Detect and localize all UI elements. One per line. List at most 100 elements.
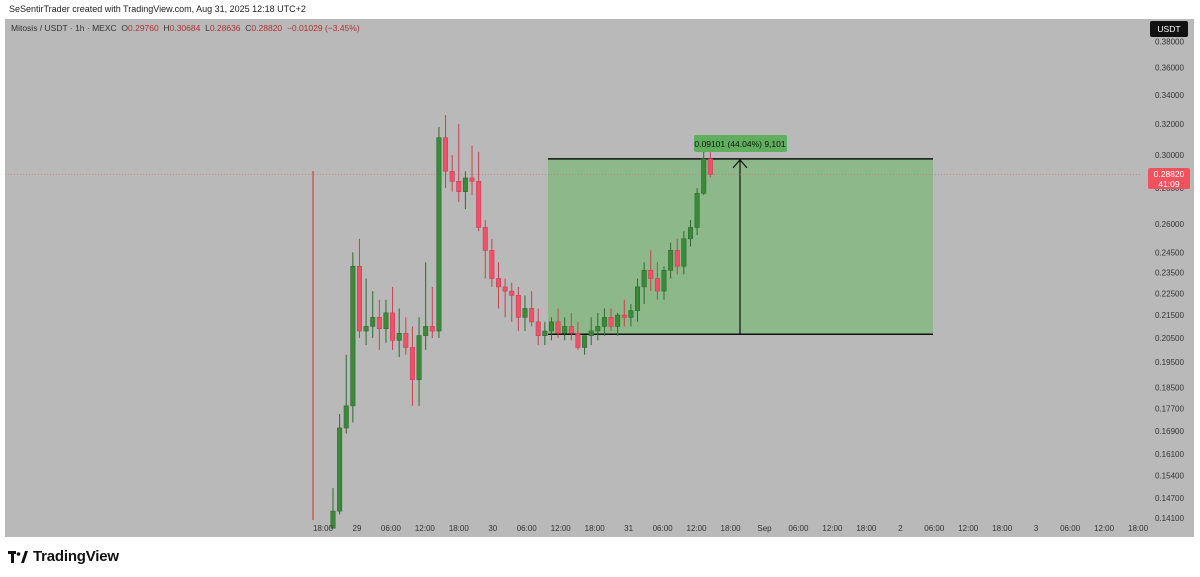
candle-body xyxy=(489,250,495,279)
candle-up xyxy=(396,308,402,358)
change-value: −0.01029 (−3.45%) xyxy=(286,23,360,33)
x-tick-label: 2 xyxy=(898,524,903,533)
candle-body xyxy=(588,330,594,336)
candle-up xyxy=(343,354,349,434)
candle-body xyxy=(575,333,581,348)
candle-down xyxy=(575,321,581,350)
candle-body xyxy=(681,238,687,267)
close-value: 0.28820 xyxy=(251,23,283,33)
x-tick-label: 18:00 xyxy=(856,524,877,533)
candle-up xyxy=(462,171,468,210)
open-label: O xyxy=(121,23,128,33)
candle-down xyxy=(429,286,435,338)
candle-body xyxy=(648,270,654,279)
open-value: 0.29760 xyxy=(128,23,159,33)
candle-body xyxy=(343,405,349,429)
candle-body xyxy=(363,326,369,332)
candle-body xyxy=(661,270,667,292)
y-tick-label: 0.23500 xyxy=(1155,268,1184,277)
candle-body xyxy=(403,333,409,348)
y-tick-label: 0.16900 xyxy=(1155,427,1184,436)
candle-up xyxy=(694,188,700,235)
candle-up xyxy=(595,312,601,341)
y-tick-label: 0.19500 xyxy=(1155,358,1184,367)
candle-up xyxy=(681,231,687,275)
candle-body xyxy=(383,312,389,330)
candle-up xyxy=(363,278,369,346)
candle-body xyxy=(641,270,647,288)
candle-up xyxy=(687,220,693,247)
candle-down xyxy=(502,278,508,318)
candle-body xyxy=(376,317,382,330)
candle-down xyxy=(443,115,449,189)
candle-down xyxy=(456,123,462,203)
y-tick-label: 0.34000 xyxy=(1155,91,1184,100)
low-label: L xyxy=(205,23,210,33)
x-tick-label: 31 xyxy=(624,524,633,533)
candle-body xyxy=(582,335,588,348)
candle-up xyxy=(601,308,607,336)
candle-up xyxy=(337,414,343,515)
candle-up xyxy=(423,262,429,350)
candle-body xyxy=(337,427,343,512)
y-tick-label: 0.32000 xyxy=(1155,120,1184,129)
x-axis: 18:00 29 06:00 12:00 18:00 30 06:00 12:00 18:00 3… xyxy=(313,524,1149,533)
candle-down xyxy=(648,250,654,292)
x-tick-label: 06:00 xyxy=(788,524,809,533)
candle-body xyxy=(542,330,548,336)
x-tick-label: 3 xyxy=(1034,524,1039,533)
candle-body xyxy=(456,181,462,192)
candle-body xyxy=(654,278,660,292)
candle-body xyxy=(409,347,415,380)
candle-body xyxy=(495,278,501,288)
candle-up xyxy=(416,317,422,406)
candle-body xyxy=(621,314,627,318)
x-tick-label: 06:00 xyxy=(1060,524,1081,533)
candle-body xyxy=(694,193,700,228)
plot-area xyxy=(5,115,1140,529)
last-price-tag: 0.28820 41:09 xyxy=(1148,168,1190,189)
y-tick-label: 0.22500 xyxy=(1155,289,1184,298)
candle-body xyxy=(668,250,674,271)
x-tick-label: 12:00 xyxy=(1094,524,1115,533)
candle-up xyxy=(701,148,707,196)
candle-body xyxy=(436,137,442,332)
y-tick-label: 0.17700 xyxy=(1155,405,1184,414)
candle-body xyxy=(443,137,449,172)
y-tick-label: 0.20500 xyxy=(1155,334,1184,343)
candle-body xyxy=(515,295,521,318)
candle-up xyxy=(635,278,641,322)
candle-up xyxy=(542,321,548,346)
candle-down xyxy=(356,238,362,338)
candle-down xyxy=(469,145,475,196)
symbol-name: Mitosis / USDT · 1h · MEXC xyxy=(11,23,117,33)
x-tick-label: 12:00 xyxy=(415,524,436,533)
candle-down xyxy=(509,282,515,322)
currency-badge[interactable]: USDT xyxy=(1150,21,1188,37)
candle-body xyxy=(529,308,535,323)
x-tick-label: 30 xyxy=(488,524,497,533)
y-tick-label: 0.15400 xyxy=(1155,471,1184,480)
candle-body xyxy=(595,326,601,332)
candle-body xyxy=(449,170,455,182)
tradingview-logo[interactable]: TradingView xyxy=(8,548,119,565)
tradingview-logo-icon xyxy=(8,550,28,563)
candle-body xyxy=(687,227,693,240)
y-axis: 0.380000.360000.340000.320000.300000.280… xyxy=(1155,37,1184,522)
measure-label-bg xyxy=(694,135,787,152)
candle-down xyxy=(476,151,482,232)
y-tick-label: 0.14700 xyxy=(1155,494,1184,503)
measure-label-text: 0.09101 (44.04%) 9,101 xyxy=(694,139,785,149)
x-tick-label: Sep xyxy=(757,524,772,533)
candle-body xyxy=(469,177,475,182)
candle-up xyxy=(522,295,528,332)
candle-up xyxy=(383,299,389,343)
chart-caption: SeSentirTrader created with TradingView.… xyxy=(9,4,306,14)
high-value: 0.30684 xyxy=(169,23,201,33)
candle-body xyxy=(535,321,541,336)
candle-down xyxy=(515,286,521,332)
candle-down xyxy=(654,262,660,300)
candle-body xyxy=(509,290,515,296)
candle-body xyxy=(601,317,607,327)
